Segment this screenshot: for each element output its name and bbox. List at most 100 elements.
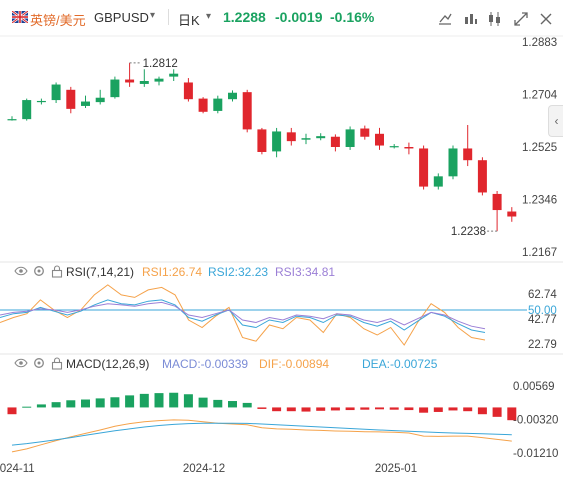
indicator-icon[interactable]	[462, 10, 480, 28]
candle-body[interactable]	[492, 193, 502, 211]
candle-body[interactable]	[139, 81, 149, 84]
candle-body[interactable]	[22, 100, 32, 120]
period-selector[interactable]: 日K	[178, 13, 200, 28]
candle-body[interactable]	[110, 79, 120, 98]
lock-icon[interactable]	[51, 265, 63, 281]
macd-bar[interactable]	[51, 402, 61, 408]
macd-bar[interactable]	[183, 394, 193, 408]
candle-body[interactable]	[463, 148, 473, 161]
candle-style-icon[interactable]	[486, 10, 504, 28]
candle-body[interactable]	[183, 82, 193, 100]
macd-bar[interactable]	[345, 407, 355, 411]
macd-bar[interactable]	[316, 407, 326, 411]
candle-body[interactable]	[242, 92, 252, 130]
macd-bar[interactable]	[198, 397, 208, 408]
macd-bar[interactable]	[169, 392, 179, 408]
draw-line-icon[interactable]	[436, 10, 454, 28]
macd-bar[interactable]	[477, 407, 487, 415]
candle-body[interactable]	[228, 92, 237, 100]
macd-bar[interactable]	[301, 407, 311, 412]
macd-label: MACD(12,26,9)	[66, 357, 150, 371]
macd-legend: MACD(12,26,9) MACD:-0.00339 DIF:-0.00894…	[0, 355, 563, 373]
macd-bar[interactable]	[139, 393, 149, 408]
symbol-code[interactable]: GBPUSD	[94, 10, 149, 25]
rsi-label: RSI(7,14,21)	[66, 265, 135, 279]
macd-bar[interactable]	[419, 407, 429, 413]
candle-body[interactable]	[316, 136, 326, 139]
macd-bar[interactable]	[7, 407, 17, 415]
macd-bar[interactable]	[213, 399, 223, 408]
candle-body[interactable]	[345, 129, 355, 147]
macd-bar[interactable]	[81, 399, 90, 408]
period-dropdown-icon[interactable]: ▾	[206, 11, 212, 22]
candle-body[interactable]	[213, 98, 223, 111]
candle-body[interactable]	[507, 211, 517, 217]
candle-body[interactable]	[419, 148, 429, 187]
candle-body[interactable]	[66, 89, 76, 109]
symbol-dropdown-icon[interactable]: ▾	[150, 10, 156, 21]
uk-flag-icon	[12, 11, 28, 23]
candle-body[interactable]	[272, 131, 282, 152]
candle-body[interactable]	[286, 132, 296, 142]
side-panel-toggle[interactable]: ‹	[548, 105, 563, 137]
candle-body[interactable]	[375, 133, 384, 146]
macd-bar[interactable]	[404, 407, 414, 411]
candle-body[interactable]	[51, 84, 61, 101]
macd-line-dea	[11, 422, 512, 446]
macd-tick-label: 0.00569	[513, 381, 555, 393]
macd-bar[interactable]	[154, 393, 164, 408]
candle-body[interactable]	[154, 78, 164, 82]
macd-bar[interactable]	[110, 397, 120, 408]
macd-bar[interactable]	[448, 407, 458, 411]
macd-bar[interactable]	[66, 400, 76, 408]
macd-bar[interactable]	[95, 398, 105, 408]
pair-name[interactable]: 英镑/美元	[30, 13, 86, 28]
macd-bar[interactable]	[492, 407, 502, 417]
eye-icon[interactable]	[14, 265, 28, 280]
macd-bar[interactable]	[389, 407, 399, 410]
candle-body[interactable]	[81, 101, 90, 106]
macd-settings-icon[interactable]	[33, 357, 45, 372]
settings-icon[interactable]	[33, 265, 45, 280]
macd-tick-label: -0.00320	[513, 414, 558, 426]
candle-body[interactable]	[448, 148, 458, 177]
candle-body[interactable]	[36, 100, 46, 103]
candle-body[interactable]	[433, 176, 443, 187]
macd-bar[interactable]	[330, 407, 340, 411]
candle-body[interactable]	[7, 119, 17, 121]
macd-bar[interactable]	[257, 407, 267, 409]
candle-body[interactable]	[477, 160, 487, 193]
macd-bar[interactable]	[463, 407, 473, 412]
macd-bar[interactable]	[507, 407, 517, 421]
candle-body[interactable]	[389, 146, 399, 148]
macd-bar[interactable]	[360, 407, 370, 410]
candle-body[interactable]	[330, 136, 340, 147]
dea-value: DEA:-0.00725	[362, 357, 438, 371]
macd-bar[interactable]	[272, 407, 282, 412]
macd-value: MACD:-0.00339	[162, 357, 249, 371]
macd-eye-icon[interactable]	[14, 357, 28, 372]
macd-bar[interactable]	[433, 407, 443, 412]
macd-bar[interactable]	[286, 407, 296, 412]
macd-bar[interactable]	[375, 407, 384, 410]
close-icon[interactable]	[537, 10, 555, 28]
candle-body[interactable]	[257, 129, 267, 152]
x-tick-label: 2024-12	[183, 463, 225, 475]
rsi-tick-label: 42.77	[528, 314, 557, 326]
candle-body[interactable]	[360, 128, 370, 137]
macd-bar[interactable]	[228, 401, 237, 408]
macd-lock-icon[interactable]	[51, 357, 63, 373]
expand-icon[interactable]	[512, 10, 530, 28]
candle-body[interactable]	[169, 73, 179, 77]
candle-body[interactable]	[95, 97, 105, 103]
macd-bar[interactable]	[125, 395, 135, 408]
macd-bar[interactable]	[22, 406, 32, 408]
candle-body[interactable]	[404, 147, 414, 149]
candle-body[interactable]	[301, 138, 311, 140]
candle-body[interactable]	[198, 98, 208, 112]
rsi-line-rsi1	[0, 284, 486, 346]
macd-bar[interactable]	[242, 402, 252, 408]
macd-bar[interactable]	[36, 404, 46, 408]
candle-body[interactable]	[125, 79, 135, 83]
